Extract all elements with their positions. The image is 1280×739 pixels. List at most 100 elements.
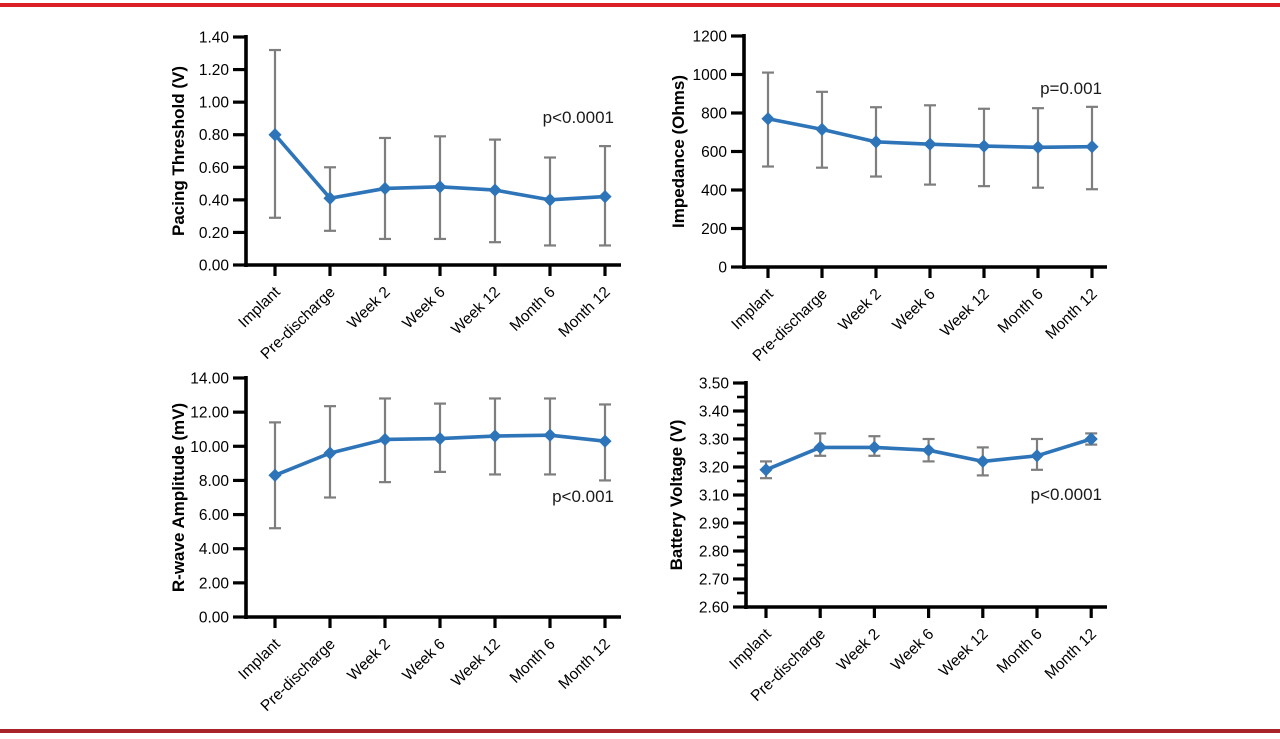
y-tick-label: 2.00 xyxy=(199,575,230,592)
y-tick-label: 4.00 xyxy=(199,541,230,558)
data-point-marker xyxy=(378,432,392,447)
x-tick-label-week-12: Week 12 xyxy=(448,284,504,339)
y-tick-label: 600 xyxy=(701,144,727,161)
data-point-marker xyxy=(976,454,990,468)
top-red-rule xyxy=(0,3,1280,7)
p-value-label: p<0.0001 xyxy=(543,108,614,127)
x-tick-label-week-6: Week 6 xyxy=(399,636,448,685)
p-value-label: p<0.0001 xyxy=(1031,485,1102,504)
data-point-marker xyxy=(761,112,775,126)
y-tick-label: 14.00 xyxy=(190,371,229,388)
y-tick-label: 2.60 xyxy=(699,600,730,617)
y-tick-label: 1000 xyxy=(693,67,728,84)
data-point-marker xyxy=(378,181,392,196)
data-point-marker xyxy=(543,193,557,207)
data-point-marker xyxy=(488,183,502,197)
data-point-marker xyxy=(598,190,612,204)
x-tick-label-week-2: Week 2 xyxy=(344,284,393,333)
chart-r-wave-amplitude: 14.00 12.00 10.00 8.00 6.00 4.00 2.00 0.00 Impla… xyxy=(169,371,621,715)
data-point-marker xyxy=(869,135,883,149)
data-point-marker xyxy=(598,434,612,448)
y-tick-label: 0.60 xyxy=(199,160,230,177)
y-tick-label: 2.70 xyxy=(699,572,730,589)
x-tick-label-implant: Implant xyxy=(235,283,284,331)
data-point-marker xyxy=(923,137,937,151)
x-tick-label-month-12: Month 12 xyxy=(1042,626,1100,683)
x-tick-label-week-2: Week 2 xyxy=(834,626,883,675)
y-axis-title: R-wave Amplitude (mV) xyxy=(169,403,188,592)
error-bars xyxy=(269,48,611,247)
y-tick-label: 1200 xyxy=(693,29,728,46)
data-point-marker xyxy=(1031,140,1045,154)
y-axis-title: Impedance (Ohms) xyxy=(669,75,688,228)
y-tick-label: 0.40 xyxy=(199,192,230,209)
data-point-marker xyxy=(433,180,447,194)
y-tick-label: 10.00 xyxy=(190,439,229,456)
y-tick-label: 0.80 xyxy=(199,127,230,144)
data-point-marker xyxy=(488,429,502,443)
data-point-marker xyxy=(433,432,447,446)
chart-impedance: 120010008006004002000ImplantPre-discharg… xyxy=(669,29,1107,365)
y-axis-title: Battery Voltage (V) xyxy=(667,420,686,571)
bottom-red-rule xyxy=(0,729,1280,733)
y-tick-label: 400 xyxy=(701,183,727,200)
x-tick-label-month-6: Month 6 xyxy=(994,626,1046,677)
axes: 3.50 3.40 3.30 3.20 3.10 2.90 2.80 2.70 2.60 Impl… xyxy=(699,376,1107,705)
data-point-marker xyxy=(815,122,829,136)
y-tick-label: 0.00 xyxy=(199,258,230,275)
p-value-label: p=0.001 xyxy=(1040,79,1102,98)
data-point-marker xyxy=(922,443,936,457)
x-tick-label-week-12: Week 12 xyxy=(936,626,992,681)
x-tick-label-month-12: Month 12 xyxy=(1042,286,1100,343)
data-point-marker xyxy=(867,440,881,454)
x-tick-label-implant: Implant xyxy=(235,635,284,683)
axes: 1.401.201.000.800.600.400.200.00ImplantP… xyxy=(199,30,621,363)
data-point-marker xyxy=(1084,432,1098,446)
x-tick-label-week-12: Week 12 xyxy=(448,636,504,691)
data-point-marker xyxy=(1030,449,1044,463)
x-tick-label-month-6: Month 6 xyxy=(995,286,1047,337)
y-tick-label: 3.40 xyxy=(699,404,730,421)
y-tick-label: 1.40 xyxy=(199,30,230,47)
y-tick-label: 2.80 xyxy=(699,544,730,561)
y-tick-label: 3.20 xyxy=(699,460,730,477)
x-tick-label-month-12: Month 12 xyxy=(555,636,613,693)
x-tick-label-implant: Implant xyxy=(726,625,775,673)
y-tick-label: 3.10 xyxy=(699,488,730,505)
data-point-marker xyxy=(323,446,337,460)
x-tick-label-week-6: Week 6 xyxy=(889,286,938,335)
y-tick-label: 2.90 xyxy=(699,516,730,533)
data-point-marker xyxy=(323,191,337,205)
x-tick-label-month-6: Month 6 xyxy=(507,284,559,335)
y-tick-label: 3.50 xyxy=(699,376,730,393)
x-tick-label-week-12: Week 12 xyxy=(937,286,993,341)
x-tick-label-month-12: Month 12 xyxy=(555,284,613,341)
y-tick-label: 200 xyxy=(701,221,727,238)
x-tick-label-week-2: Week 2 xyxy=(344,636,393,685)
x-tick-label-month-6: Month 6 xyxy=(507,636,559,687)
y-tick-label: 800 xyxy=(701,106,727,123)
data-point-marker xyxy=(1085,140,1099,154)
error-bars xyxy=(269,397,611,530)
x-tick-label-implant: Implant xyxy=(728,285,777,333)
x-tick-label-week-6: Week 6 xyxy=(399,284,448,333)
chart-battery-voltage: 3.50 3.40 3.30 3.20 3.10 2.90 2.80 2.70 2.60 Impl… xyxy=(667,376,1107,705)
y-tick-label: 1.00 xyxy=(199,95,230,112)
y-tick-label: 0.00 xyxy=(199,610,230,627)
chart-pacing-threshold: 1.40 1.20 1.00 0.80 0.60 0.40 0.20 0.00 Implant P… xyxy=(169,30,621,363)
data-point-marker xyxy=(268,468,282,482)
y-tick-label: 0 xyxy=(718,260,727,277)
x-tick-label-week-2: Week 2 xyxy=(835,286,884,335)
y-tick-label: 8.00 xyxy=(199,473,230,490)
y-tick-label: 12.00 xyxy=(190,405,229,422)
y-tick-label: 3.30 xyxy=(699,432,730,449)
axes: 14.00 12.00 10.00 8.00 6.00 4.00 2.00 0.00 Impla… xyxy=(190,371,621,715)
y-axis-title: Pacing Threshold (V) xyxy=(169,66,188,236)
p-value-label: p<0.001 xyxy=(552,487,614,506)
data-markers xyxy=(268,128,612,207)
y-tick-label: 6.00 xyxy=(199,507,230,524)
x-tick-label-week-6: Week 6 xyxy=(888,626,937,675)
y-tick-label: 0.20 xyxy=(199,225,230,242)
y-tick-label: 1.20 xyxy=(199,62,230,79)
